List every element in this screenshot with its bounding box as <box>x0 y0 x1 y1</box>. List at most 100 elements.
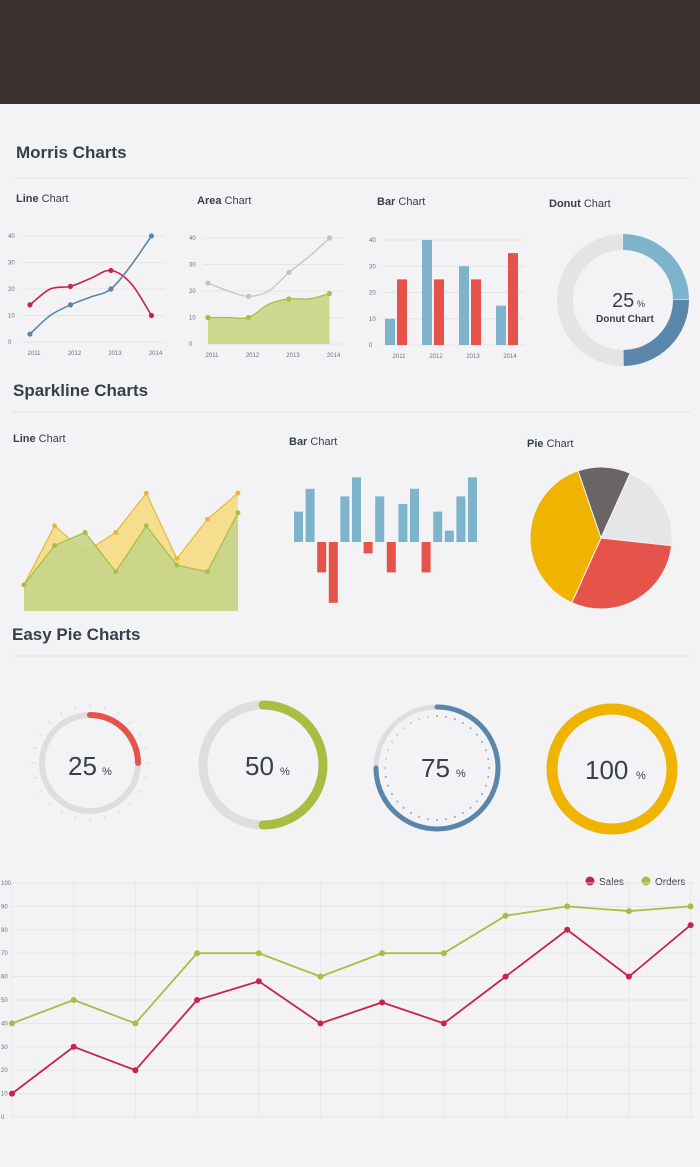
spark-bar-11 <box>421 542 431 573</box>
morris-area-series-0 <box>207 293 330 320</box>
morris-line-ytick: 30 <box>8 261 15 267</box>
sales-point-Orders <box>502 912 509 919</box>
gauge-dot <box>480 740 484 744</box>
morris-area-point <box>205 280 211 286</box>
morris-line-xtick: 2012 <box>68 351 82 357</box>
morris-area-xtick: 2014 <box>327 353 341 359</box>
gauge-arc-75 <box>373 704 501 832</box>
sales-ytick: 50 <box>1 998 8 1004</box>
spark-line-series-1 <box>23 512 239 586</box>
gauge-dot <box>418 815 421 818</box>
morris-line-point <box>108 286 114 292</box>
spark-bar-10 <box>410 488 419 542</box>
sales-point-Orders <box>255 950 262 957</box>
gauge-tick <box>103 705 106 711</box>
gauge-dot <box>461 811 465 815</box>
spark-bar-3 <box>328 542 338 603</box>
gauge-100-unit: % <box>636 770 646 782</box>
gauge-dot <box>402 806 405 809</box>
legend-sales-swatch <box>585 876 595 886</box>
gauge-dot <box>469 727 472 730</box>
dashboard-canvas: Morris Charts Sparkline Charts Easy Pie … <box>1 143 694 1121</box>
gauge-tick <box>117 810 120 815</box>
sales-ytick: 10 <box>1 1092 8 1098</box>
spark-line-point <box>205 516 210 522</box>
morris-area-xtick: 2012 <box>246 353 260 359</box>
gauge-dot <box>484 749 487 752</box>
morris-area-ytick: 10 <box>189 316 196 322</box>
gauge-tick <box>32 776 38 779</box>
morris-area-point <box>326 291 333 297</box>
donut-center-value: 25 <box>612 290 634 312</box>
gauge-dot <box>396 733 399 736</box>
gauge-dot <box>387 749 390 752</box>
morris-line-point <box>27 302 33 308</box>
gauge-dot <box>383 766 387 770</box>
donut-center-unit: % <box>637 299 645 309</box>
donut-segment-0 <box>557 234 624 366</box>
spark-bar-0 <box>294 511 303 542</box>
sales-point-Sales <box>625 973 632 980</box>
morris-bar-2011-0 <box>385 318 395 345</box>
morris-bar-2013-1 <box>471 279 481 345</box>
morris-line-point <box>108 267 114 274</box>
sales-point-Orders <box>70 997 77 1003</box>
morris-area-series-1 <box>207 237 330 297</box>
gauge-dot <box>453 718 456 721</box>
gauge-dot <box>484 784 487 787</box>
morris-area-point <box>286 269 292 276</box>
morris-line-point <box>148 312 155 319</box>
spark-line-point <box>235 490 241 496</box>
sales-point-Sales <box>502 973 509 980</box>
morris-area-fill <box>207 293 330 344</box>
gauge-tick <box>74 705 77 711</box>
sales-point-Sales <box>255 978 262 985</box>
easy-pie-labels: 25 % 50 % 75 % 100 % <box>68 751 646 785</box>
sales-point-Sales <box>687 922 694 929</box>
sales-point-Sales <box>194 997 201 1003</box>
morris-line-ytick: 0 <box>8 340 12 346</box>
gauge-dot <box>453 815 456 818</box>
morris-line-point <box>148 233 155 239</box>
section-title-sparkline: Sparkline Charts <box>13 381 148 400</box>
gauge-dot <box>409 811 413 815</box>
sales-ytick: 0 <box>1 1115 5 1121</box>
spark-bar-2 <box>317 542 327 573</box>
morris-bar-2014-0 <box>496 305 506 345</box>
gauge-dot <box>444 715 448 718</box>
sales-point-Orders <box>9 1020 15 1027</box>
morris-line-ytick: 10 <box>8 314 15 320</box>
gauge-dot <box>487 766 491 770</box>
sales-ytick: 80 <box>1 928 8 934</box>
spark-line-series-0 <box>23 491 239 586</box>
morris-area-point <box>245 314 252 321</box>
morris-line-point <box>27 331 33 337</box>
morris-area-ytick: 20 <box>189 289 196 295</box>
spark-line-point <box>52 523 57 529</box>
sales-ytick: 30 <box>1 1045 8 1051</box>
gauge-25-unit: % <box>102 766 112 778</box>
sales-point-Orders <box>564 903 571 910</box>
spark-line-point <box>113 530 119 535</box>
morris-area-title: Area Chart <box>197 195 251 207</box>
morris-bar-ytick: 40 <box>369 238 376 244</box>
sales-point-Orders <box>317 973 324 980</box>
morris-area-point <box>205 314 211 321</box>
gauge-arc-25 <box>87 712 141 766</box>
gauge-50-value: 50 <box>245 751 274 781</box>
morris-line-series-0 <box>29 269 153 316</box>
gauge-100-value: 100 <box>585 755 628 785</box>
morris-area-point <box>245 293 252 299</box>
sales-point-Sales <box>564 926 571 933</box>
morris-bar-title: Bar Chart <box>377 196 425 208</box>
gauge-dot <box>409 721 413 725</box>
gauge-25-value: 25 <box>68 751 97 781</box>
gauge-tick <box>60 810 63 815</box>
morris-bar-2014-1 <box>508 253 518 345</box>
spark-line-point <box>205 569 210 575</box>
gauge-tick <box>117 711 120 716</box>
gauge-dot <box>396 800 399 803</box>
spark-bar-7 <box>375 496 385 542</box>
gauge-dot <box>487 775 490 779</box>
morris-line-point <box>67 302 74 308</box>
